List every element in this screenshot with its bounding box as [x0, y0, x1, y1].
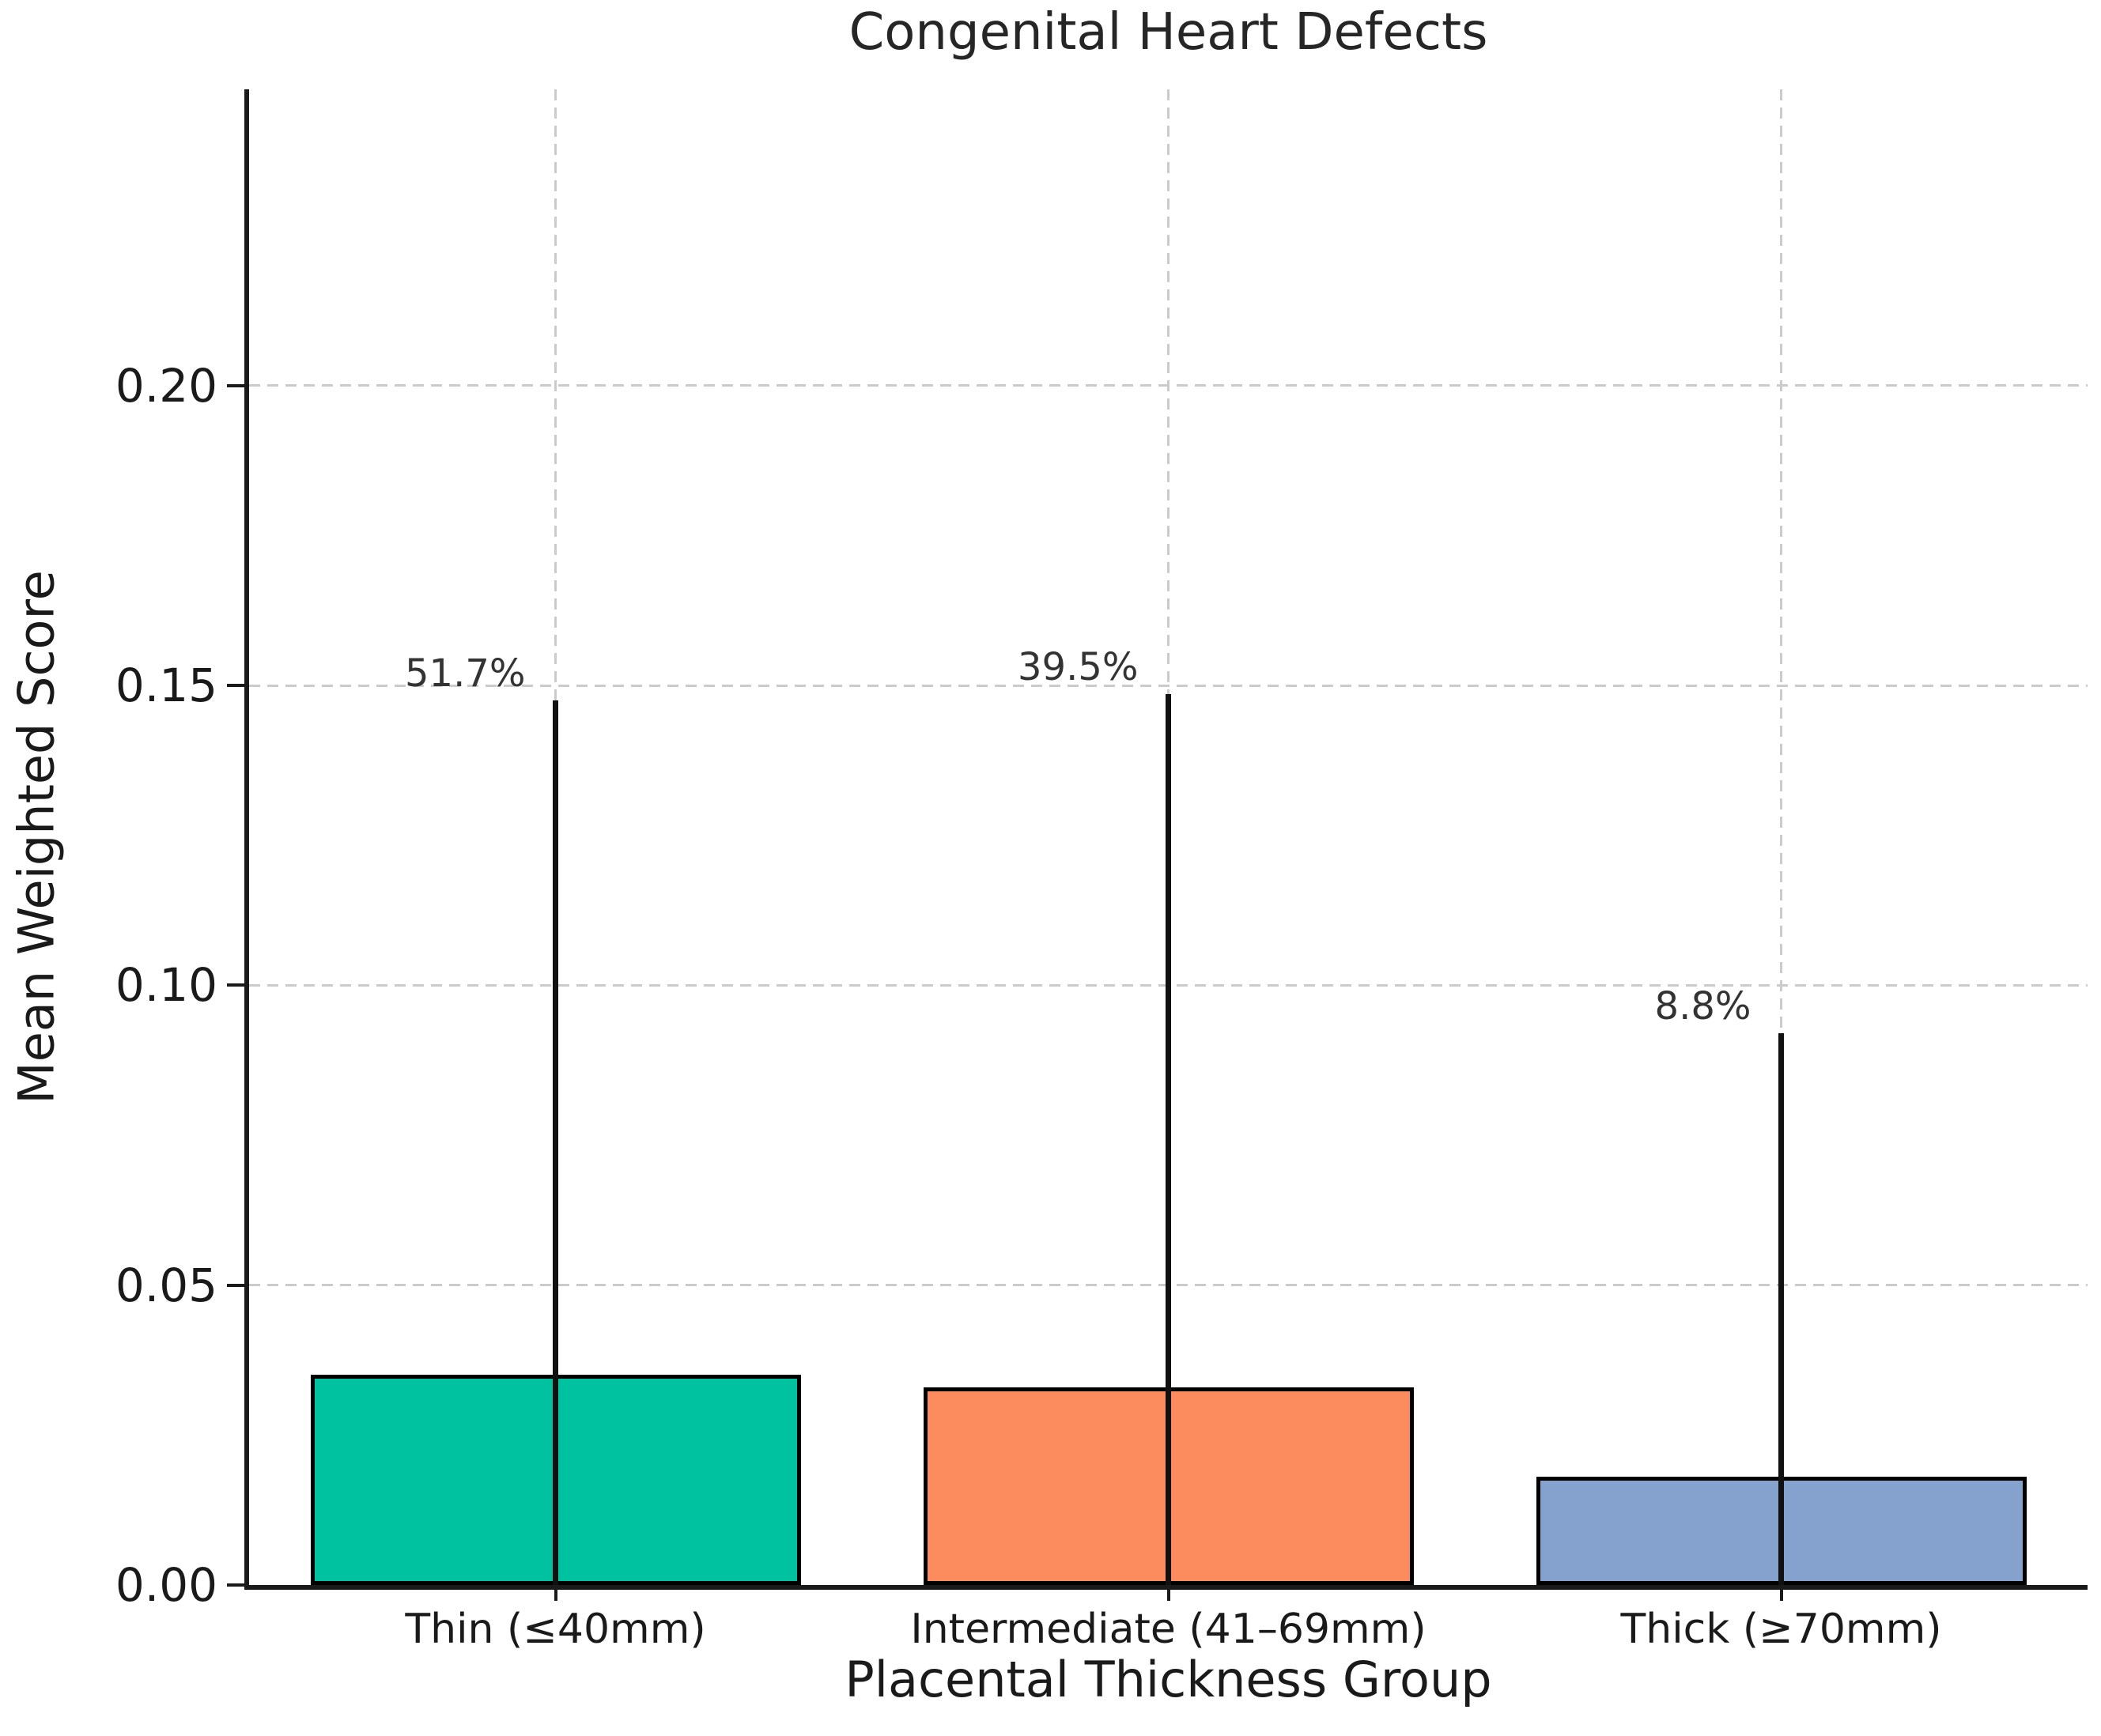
y-tick-label: 0.20 — [115, 358, 217, 413]
y-tick-label: 0.00 — [115, 1558, 217, 1612]
error-bar — [553, 700, 558, 1585]
gridline-vertical — [1780, 89, 1782, 1585]
y-tick — [227, 684, 244, 688]
y-tick — [227, 1283, 244, 1287]
x-tick-label: Intermediate (41–69mm) — [910, 1606, 1426, 1653]
y-tick — [227, 1583, 244, 1587]
y-tick — [227, 983, 244, 987]
x-tick — [554, 1590, 557, 1601]
x-tick — [1779, 1590, 1783, 1601]
y-tick — [227, 383, 244, 387]
chart-title: Congenital Heart Defects — [848, 3, 1488, 62]
plot-area: 51.7% 39.5% 8.8% — [244, 89, 2088, 1590]
x-tick-label: Thick (≥70mm) — [1620, 1606, 1942, 1653]
x-tick — [1166, 1590, 1170, 1601]
bar-value-label: 8.8% — [1654, 984, 1751, 1029]
y-axis-label: Mean Weighted Score — [7, 570, 66, 1104]
error-bar — [1778, 1033, 1784, 1585]
y-tick-label: 0.15 — [115, 659, 217, 713]
y-tick-label: 0.10 — [115, 958, 217, 1013]
y-tick-label: 0.05 — [115, 1258, 217, 1312]
bar-value-label: 51.7% — [405, 651, 526, 696]
bar-value-label: 39.5% — [1018, 645, 1139, 690]
error-bar — [1166, 694, 1171, 1585]
x-tick-label: Thin (≤40mm) — [405, 1606, 706, 1653]
x-axis-label: Placental Thickness Group — [845, 1651, 1492, 1708]
